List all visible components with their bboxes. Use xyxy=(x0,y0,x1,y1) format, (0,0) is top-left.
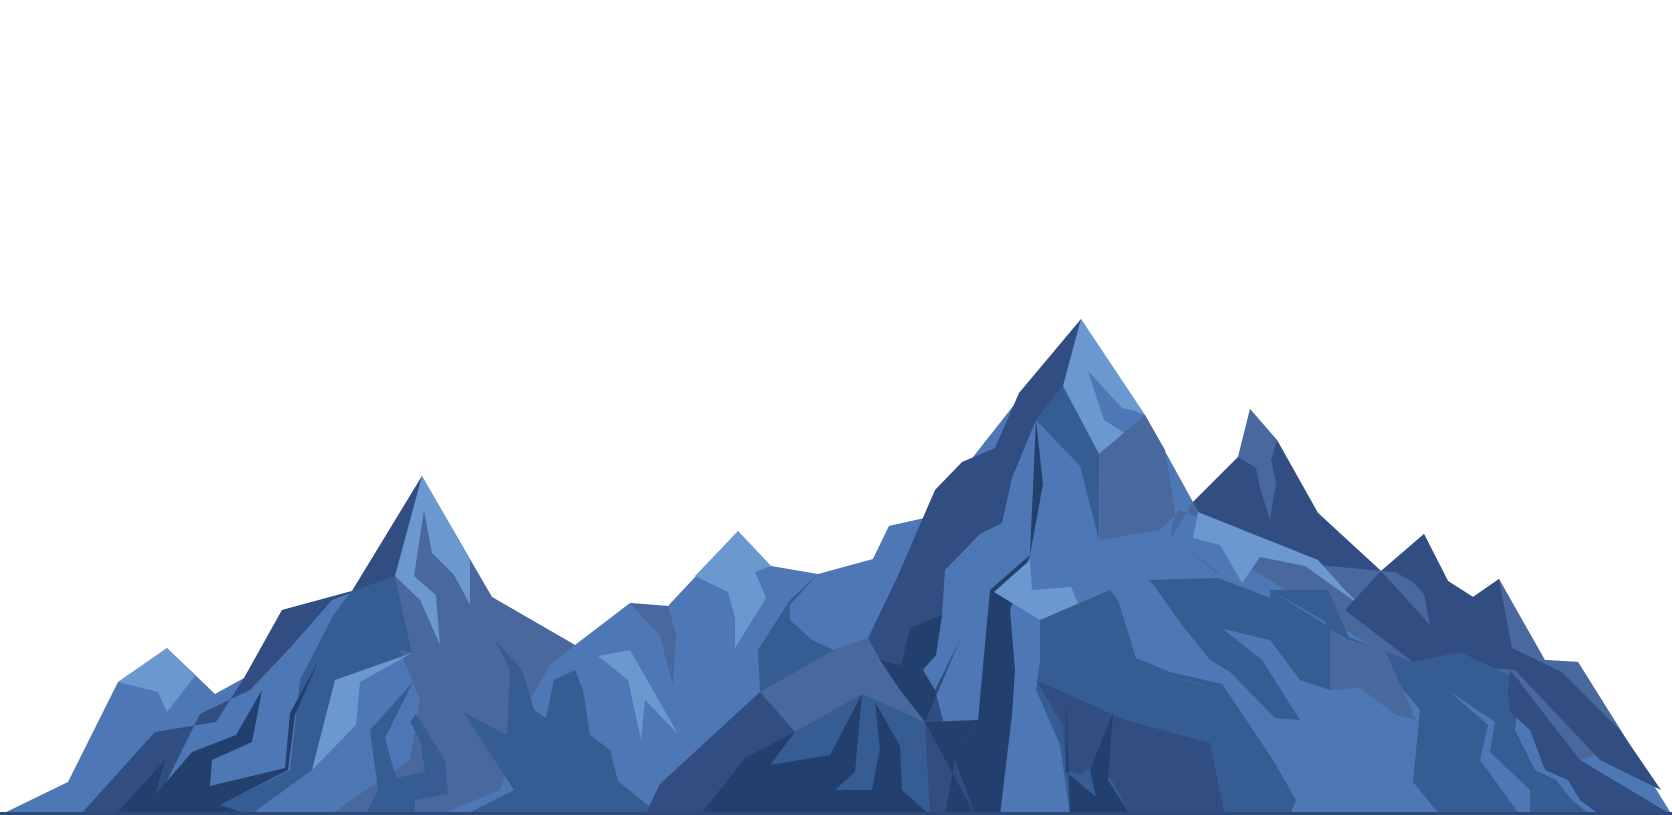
left-mountain-dark-left-flank xyxy=(80,476,422,815)
central-mountain-darkest-core xyxy=(935,420,1043,815)
valley-dark-right-strip xyxy=(925,640,975,815)
right-inner-peak-dark-shoulder xyxy=(1193,440,1381,571)
right-inner-peak xyxy=(1148,409,1381,690)
right-mountain-dark-lower-ridge xyxy=(1508,670,1672,815)
left-mountain-mid-dark-base xyxy=(365,682,448,815)
right-inner-peak-mid xyxy=(1238,409,1277,520)
valley-mid-slope xyxy=(760,638,925,732)
left-mountain-dark-ridges xyxy=(115,662,318,815)
valley-dark-base xyxy=(645,692,795,815)
central-mountain-dark-rock xyxy=(1066,700,1130,815)
left-mountain-light-strip xyxy=(312,653,412,770)
left-foothill-light-cap xyxy=(118,648,195,712)
right-mountain xyxy=(1330,534,1672,815)
left-mountain xyxy=(80,476,660,815)
central-mountain-mid-dark-summit xyxy=(1036,386,1099,540)
left-mountain-shade-base xyxy=(463,640,660,815)
valley-darker-slope xyxy=(925,720,978,815)
right-mountain-dark-saddle xyxy=(1345,571,1661,790)
center-left-mid-ridge xyxy=(630,603,676,686)
right-inner-peak-light-face xyxy=(1193,512,1361,606)
center-left-light-peak xyxy=(695,531,771,648)
valley-darkest-lower xyxy=(700,694,930,815)
center-left-mountain xyxy=(598,531,855,740)
central-mountain-mid-ledge-2 xyxy=(1150,580,1300,720)
central-mountain-mid-ledge-1 xyxy=(1110,590,1296,815)
ground-line xyxy=(0,812,1672,815)
center-valley xyxy=(645,638,978,815)
center-left-light-ledge xyxy=(598,650,678,740)
central-mountain-light-patch xyxy=(994,560,1090,681)
left-mountain-light-face xyxy=(395,476,470,645)
right-mountain-mid-lower-face xyxy=(1330,630,1416,720)
left-mountain-shadow xyxy=(200,576,412,815)
right-inner-peak-dark-valley xyxy=(1148,578,1328,680)
central-mountain-dark-left-face xyxy=(868,319,1081,720)
central-mountain-upper-left-ridge xyxy=(873,518,925,580)
right-mountain-mid-face xyxy=(1499,579,1630,745)
center-left-light-notch xyxy=(790,574,855,652)
central-mountain-dark-lower xyxy=(1036,680,1225,815)
right-mountain-dark-left-ridge xyxy=(1381,534,1448,625)
